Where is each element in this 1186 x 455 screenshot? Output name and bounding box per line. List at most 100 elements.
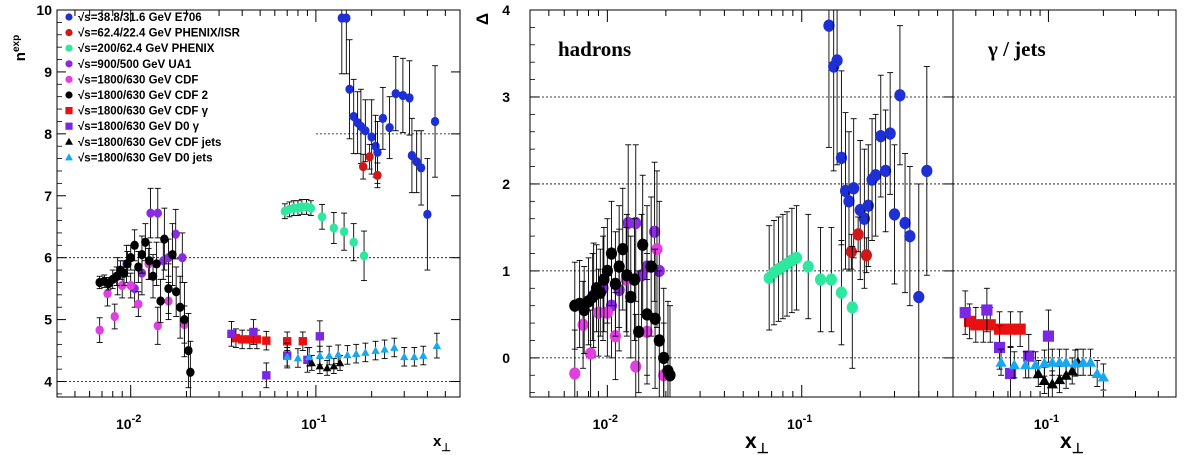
data-point [432, 341, 442, 349]
y-tick-label: 3 [502, 89, 510, 105]
data-point [1008, 359, 1020, 370]
data-point [870, 169, 882, 182]
data-point [367, 132, 376, 142]
data-point [645, 260, 657, 273]
data-point [617, 242, 629, 256]
legend-marker [65, 75, 73, 83]
x-tick-label: 10-2 [116, 413, 141, 432]
data-point [407, 150, 417, 161]
data-point [184, 345, 193, 356]
data-point [412, 157, 421, 167]
data-point [380, 345, 389, 353]
data-point [984, 319, 996, 331]
data-point [134, 262, 143, 272]
data-point [1042, 330, 1055, 342]
data-point [664, 369, 676, 382]
data-point [814, 273, 827, 286]
data-point [993, 341, 1006, 354]
x-tick-label: 10-1 [787, 413, 812, 432]
data-point [964, 315, 976, 327]
data-point [304, 352, 314, 361]
data-point [981, 304, 993, 316]
data-point [860, 249, 872, 262]
data-point [398, 90, 408, 101]
data-point [653, 334, 665, 347]
x-axis-title: x⊥ [433, 433, 451, 454]
data-point [995, 356, 1007, 367]
data-point [1097, 371, 1109, 382]
data-point [1038, 374, 1050, 385]
data-point [156, 296, 165, 306]
data-point [329, 361, 339, 370]
data-point [628, 273, 641, 286]
data-point [339, 227, 349, 237]
data-point [307, 358, 316, 367]
data-point [148, 271, 158, 281]
data-point [835, 286, 848, 299]
y-tick-label: 7 [44, 188, 52, 204]
data-point [103, 288, 112, 299]
data-point [835, 151, 848, 165]
data-point [245, 335, 255, 344]
y-tick-label: 9 [44, 64, 52, 80]
data-point [335, 358, 345, 367]
y-tick-label: 10 [36, 2, 52, 18]
data-point [164, 284, 173, 294]
data-point [569, 367, 581, 380]
data-point [609, 277, 621, 291]
data-point [371, 346, 380, 354]
data-point [361, 126, 370, 136]
legend-marker [65, 122, 73, 130]
data-point [171, 229, 180, 239]
data-point [904, 229, 916, 243]
data-point [365, 152, 374, 162]
data-point [845, 245, 857, 258]
data-point [1014, 323, 1026, 335]
legend-marker [65, 153, 73, 161]
data-point [283, 352, 292, 361]
data-point [648, 225, 661, 238]
data-point [637, 238, 649, 251]
y-tick-label: 1 [502, 263, 510, 279]
data-point [625, 290, 637, 304]
data-point [1004, 323, 1017, 335]
data-point [630, 216, 642, 230]
x-axis-title: x⊥ [1060, 430, 1084, 455]
data-point [345, 84, 354, 94]
data-point [823, 19, 835, 32]
data-point [153, 208, 162, 218]
data-point [1038, 357, 1050, 368]
data-point [1020, 359, 1032, 370]
data-point [405, 93, 414, 103]
data-point [913, 290, 925, 304]
data-point [358, 162, 368, 172]
data-point [227, 329, 236, 339]
data-point [373, 170, 382, 180]
data-point [846, 301, 858, 314]
data-point [141, 237, 150, 247]
legend-marker [65, 44, 73, 52]
data-point [351, 349, 361, 358]
data-point [126, 253, 135, 263]
data-point [613, 260, 625, 273]
data-point [430, 116, 440, 127]
data-point [237, 335, 247, 344]
data-point [858, 212, 870, 225]
data-point [633, 325, 645, 338]
data-point [390, 343, 399, 351]
data-point [130, 240, 139, 250]
plot-frame [56, 9, 461, 398]
data-point [252, 335, 262, 344]
y-tick-label: 5 [44, 312, 52, 328]
data-point [875, 129, 887, 143]
data-point [790, 251, 803, 265]
data-point [959, 307, 971, 319]
panel-title: γ / jets [987, 37, 1046, 61]
y-tick-label: 0 [502, 350, 510, 366]
data-point [1046, 356, 1058, 367]
data-point [1004, 367, 1017, 380]
data-point [423, 209, 432, 219]
data-point [862, 199, 874, 212]
data-point [152, 259, 161, 269]
